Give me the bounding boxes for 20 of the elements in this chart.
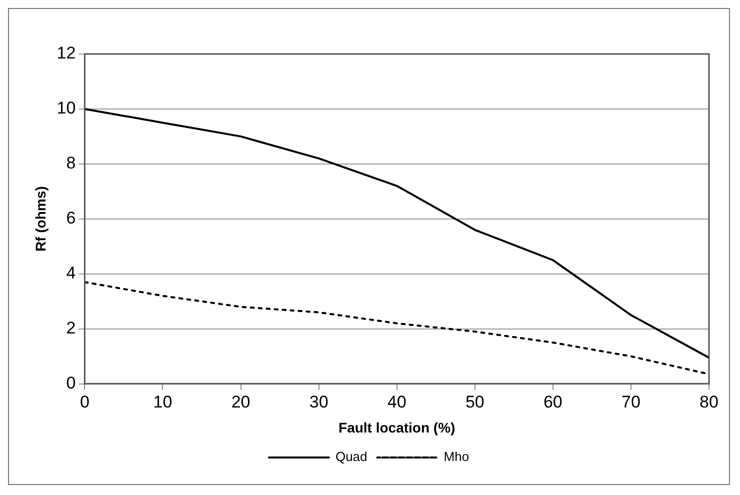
- x-tick-label: 70: [622, 392, 640, 412]
- x-tick-label: 60: [543, 392, 562, 412]
- x-axis-title: Fault location (%): [338, 419, 456, 436]
- y-tick-label: 8: [66, 154, 76, 173]
- x-tick-label: 50: [465, 392, 484, 412]
- y-tick-label: 12: [56, 44, 76, 63]
- x-tick-label: 20: [231, 392, 250, 412]
- y-tick-label: 6: [66, 208, 76, 228]
- x-tick-label: 40: [387, 392, 406, 412]
- y-tick-label: 2: [66, 318, 76, 338]
- legend-label: Mho: [444, 449, 470, 464]
- legend-label: Quad: [335, 449, 368, 464]
- x-tick-label: 80: [700, 392, 718, 412]
- y-tick-label: 10: [56, 98, 76, 118]
- x-tick-label: 30: [309, 392, 328, 412]
- x-tick-label: 10: [153, 392, 172, 412]
- y-tick-label: 4: [66, 264, 76, 283]
- y-tick-label: 0: [66, 373, 76, 392]
- x-tick-label: 0: [80, 392, 90, 412]
- y-axis-title: Rf (ohms): [32, 186, 48, 252]
